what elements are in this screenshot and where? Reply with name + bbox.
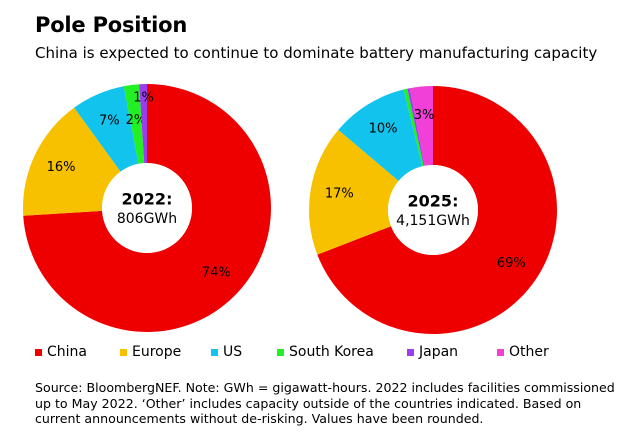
legend-item-japan: Japan: [407, 344, 458, 360]
center-year-label: 2025:: [408, 192, 459, 211]
data-label-other: 3%: [414, 108, 435, 123]
legend-item-europe: Europe: [120, 344, 181, 360]
donut-hole: [388, 165, 478, 255]
legend-swatch-other: [497, 348, 504, 356]
slice-japan: [407, 88, 425, 166]
donut-hole: [102, 163, 192, 253]
donut-2025: 69% 17% 10% 3% 2025: 4,151GWh: [308, 86, 557, 334]
donut-2022: 74% 16% 7% 2% 1% 2022: 806GWh: [23, 84, 271, 332]
legend-label-europe: Europe: [132, 344, 182, 360]
slice-europe: [23, 107, 121, 216]
legend-swatch-us: [211, 348, 218, 356]
slice-south-korea: [403, 88, 424, 167]
data-label-china: 69%: [497, 256, 526, 271]
legend: China Europe US South Korea Japan Other: [35, 344, 635, 366]
legend-label-china: China: [47, 344, 87, 360]
data-label-japan: 1%: [133, 91, 154, 106]
slice-china: [317, 86, 557, 334]
slice-south-korea: [123, 84, 145, 164]
donut-charts: 74% 16% 7% 2% 1% 2022: 806GWh 69% 17% 10% 3% 2025:…: [23, 84, 557, 334]
legend-label-other: Other: [509, 344, 549, 360]
slice-europe: [308, 129, 399, 255]
slice-us: [338, 89, 423, 181]
center-value-label: 806GWh: [117, 211, 177, 227]
legend-label-us: US: [223, 344, 243, 360]
legend-label-south-korea: South Korea: [289, 344, 374, 360]
legend-label-japan: Japan: [419, 344, 459, 360]
data-label-us: 10%: [369, 122, 398, 137]
legend-swatch-china: [35, 348, 42, 356]
legend-item-china: China: [35, 344, 87, 360]
slice-other: [409, 86, 433, 166]
center-value-label: 4,151GWh: [396, 213, 470, 229]
data-label-europe: 16%: [47, 160, 76, 175]
legend-swatch-south-korea: [277, 348, 284, 356]
data-label-europe: 17%: [325, 187, 354, 202]
slice-us: [74, 86, 139, 172]
legend-item-south-korea: South Korea: [277, 344, 374, 360]
legend-swatch-japan: [407, 348, 414, 356]
data-label-china: 74%: [202, 266, 231, 281]
legend-item-us: US: [211, 344, 242, 360]
legend-swatch-europe: [120, 348, 127, 356]
slice-china: [23, 84, 271, 332]
data-label-us: 7%: [99, 113, 120, 128]
source-note: Source: BloombergNEF. Note: GWh = gigawa…: [35, 380, 615, 427]
center-year-label: 2022:: [122, 190, 173, 209]
chart-subtitle: China is expected to continue to dominat…: [35, 44, 598, 62]
legend-item-other: Other: [497, 344, 549, 360]
slice-japan: [139, 84, 147, 164]
chart-title: Pole Position: [35, 13, 188, 37]
data-label-south-korea: 2%: [126, 113, 147, 128]
